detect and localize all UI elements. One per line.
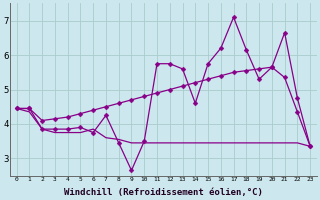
X-axis label: Windchill (Refroidissement éolien,°C): Windchill (Refroidissement éolien,°C) [64, 188, 263, 197]
